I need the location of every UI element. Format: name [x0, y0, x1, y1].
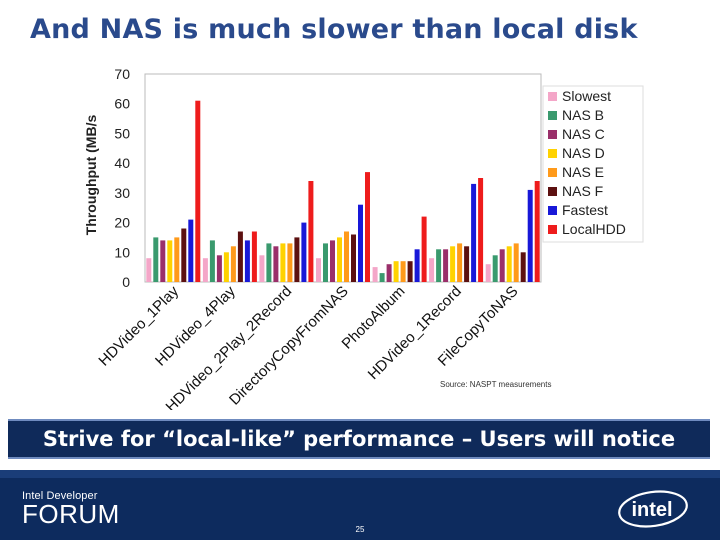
legend-swatch: [548, 111, 557, 120]
idf-logo-big-text: FORUM: [22, 499, 120, 529]
bar: [478, 178, 484, 282]
bar: [216, 255, 222, 282]
throughput-bar-chart: 0 10 20 30 40 50 60 70 Throughput (MB/s HDVideo_1…: [83, 66, 644, 410]
bar: [393, 261, 399, 282]
legend-label: LocalHDD: [562, 221, 626, 237]
page-number: 25: [355, 525, 365, 534]
bar: [407, 261, 413, 282]
bar: [273, 246, 279, 282]
bar: [365, 172, 370, 282]
bar: [167, 240, 173, 282]
bar: [499, 249, 505, 282]
bar: [344, 231, 349, 282]
bar: [287, 243, 293, 282]
bar: [266, 243, 272, 282]
category-label: HDVideo_1Record: [365, 283, 465, 383]
y-tick-label: 20: [114, 215, 130, 231]
bar: [223, 252, 229, 282]
legend-swatch: [548, 187, 557, 196]
legend-label: NAS D: [562, 145, 605, 161]
y-tick-label: 60: [114, 96, 130, 112]
legend-swatch: [548, 92, 557, 101]
bar: [202, 258, 208, 282]
y-tick-label: 50: [114, 125, 130, 141]
legend-swatch: [548, 225, 557, 234]
legend-swatch: [548, 130, 557, 139]
y-axis-label: Throughput (MB/s: [83, 115, 99, 236]
bar: [160, 240, 166, 282]
bar: [400, 261, 406, 282]
idf-logo-small-text: Intel Developer: [22, 490, 98, 502]
legend-box: [542, 85, 644, 243]
bar: [244, 240, 250, 282]
banner-text: Strive for “local-like” performance – Us…: [42, 427, 676, 451]
bar: [308, 181, 314, 282]
footer: Intel Developer FORUM 25 intel: [0, 470, 720, 540]
bar: [358, 204, 363, 282]
bar: [280, 243, 286, 282]
plot-area: [144, 73, 542, 283]
bar: [450, 246, 456, 282]
idf-logo: Intel Developer FORUM: [22, 490, 120, 529]
intel-logo: intel: [618, 490, 688, 528]
bar: [414, 249, 420, 282]
legend-label: Fastest: [562, 202, 608, 218]
legend-label: NAS E: [562, 164, 604, 180]
bar: [436, 249, 442, 282]
bar: [209, 240, 215, 282]
bar: [457, 243, 463, 282]
banner: Strive for “local-like” performance – Us…: [8, 419, 710, 459]
bar: [379, 273, 385, 282]
bar: [372, 267, 378, 282]
bar: [174, 237, 180, 282]
bar: [421, 216, 427, 282]
bar: [351, 234, 356, 282]
bar: [464, 246, 470, 282]
bar: [386, 264, 392, 282]
bar: [181, 228, 187, 282]
legend-swatch: [548, 168, 557, 177]
slide-title: And NAS is much slower than local disk: [30, 14, 638, 45]
legend-label: Slowest: [562, 88, 611, 104]
category-label: DirectoryCopyFromNAS: [226, 283, 352, 409]
bar: [259, 255, 265, 282]
source-note: Source: NASPT measurements: [440, 380, 552, 389]
bar: [330, 240, 335, 282]
bar: [195, 100, 201, 282]
bar: [492, 255, 498, 282]
y-tick-label: 70: [114, 66, 130, 82]
bar: [153, 237, 159, 282]
bar: [301, 222, 307, 282]
bar: [294, 237, 300, 282]
legend-swatch: [548, 206, 557, 215]
bar: [251, 231, 257, 282]
bar: [485, 264, 491, 282]
y-tick-label: 10: [114, 244, 130, 260]
bar: [323, 243, 328, 282]
legend-label: NAS F: [562, 183, 603, 199]
y-tick-label: 0: [122, 274, 130, 290]
bar: [443, 249, 449, 282]
bar: [316, 258, 321, 282]
legend-label: NAS B: [562, 107, 604, 123]
legend-swatch: [548, 149, 557, 158]
bar: [513, 243, 519, 282]
bar: [520, 252, 526, 282]
legend-label: NAS C: [562, 126, 605, 142]
bar: [534, 181, 540, 282]
bar: [188, 219, 194, 282]
bar: [337, 237, 342, 282]
bar: [506, 246, 512, 282]
bar: [230, 246, 236, 282]
bar: [527, 189, 533, 282]
bar: [429, 258, 435, 282]
y-tick-label: 40: [114, 155, 130, 171]
y-tick-label: 30: [114, 185, 130, 201]
bar: [471, 183, 477, 282]
svg-text:intel: intel: [631, 499, 672, 521]
footer-band: [0, 470, 720, 478]
bar: [237, 231, 243, 282]
bar: [146, 258, 152, 282]
